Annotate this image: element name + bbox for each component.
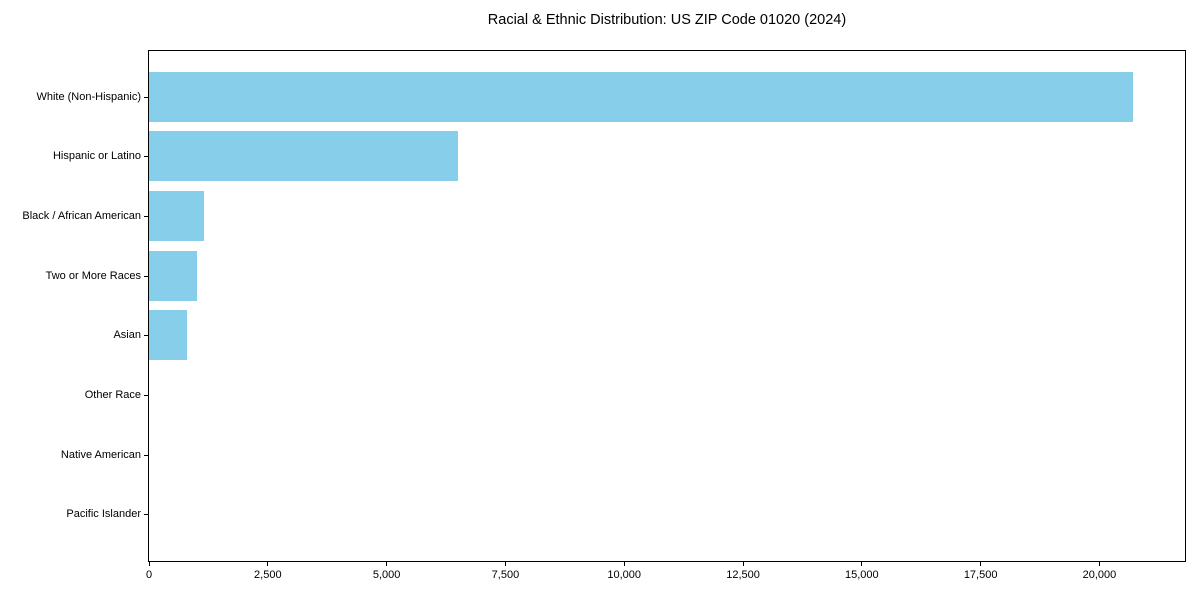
x-axis-label: 12,500 bbox=[726, 569, 760, 581]
y-axis-label: Pacific Islander bbox=[66, 508, 141, 521]
x-axis-label: 7,500 bbox=[491, 569, 520, 581]
y-axis-label: Asian bbox=[113, 329, 141, 342]
y-axis-tick bbox=[144, 96, 148, 98]
y-axis-tick bbox=[144, 514, 148, 516]
x-axis-tick bbox=[1098, 562, 1100, 566]
plot-area bbox=[148, 50, 1186, 562]
y-axis-label: Two or More Races bbox=[45, 269, 141, 282]
x-axis-tick bbox=[267, 562, 269, 566]
x-axis-label: 2,500 bbox=[254, 569, 282, 581]
x-axis-tick bbox=[980, 562, 982, 566]
bar bbox=[149, 191, 204, 242]
y-axis-tick bbox=[144, 454, 148, 456]
x-axis-label: 10,000 bbox=[607, 569, 642, 581]
bar bbox=[149, 250, 197, 301]
y-axis-tick bbox=[144, 335, 148, 337]
y-axis-tick bbox=[144, 156, 148, 158]
bar bbox=[149, 310, 187, 361]
chart-title: Racial & Ethnic Distribution: US ZIP Cod… bbox=[487, 12, 847, 28]
bar bbox=[149, 131, 458, 182]
x-axis-tick bbox=[386, 562, 388, 566]
x-axis-label: 15,000 bbox=[845, 569, 879, 581]
y-axis-label: White (Non-Hispanic) bbox=[36, 90, 141, 103]
y-axis-label: Other Race bbox=[84, 389, 141, 401]
x-axis-label: 20,000 bbox=[1082, 569, 1117, 581]
x-axis-label: 17,500 bbox=[963, 569, 998, 581]
y-axis-tick bbox=[144, 216, 148, 218]
y-axis-label: Black / African American bbox=[22, 210, 141, 223]
y-axis-tick bbox=[144, 275, 148, 277]
x-axis-tick bbox=[504, 562, 506, 566]
x-axis-tick bbox=[861, 562, 863, 566]
x-axis-label: 5,000 bbox=[372, 569, 401, 581]
x-axis-label: 0 bbox=[145, 569, 153, 581]
y-axis-tick bbox=[144, 395, 148, 396]
x-axis-tick bbox=[742, 562, 744, 566]
x-axis-tick bbox=[623, 562, 625, 566]
x-axis-tick bbox=[148, 562, 150, 566]
y-axis-label: Native American bbox=[60, 448, 141, 461]
y-axis-label: Hispanic or Latino bbox=[52, 150, 141, 163]
bar bbox=[149, 71, 1134, 122]
